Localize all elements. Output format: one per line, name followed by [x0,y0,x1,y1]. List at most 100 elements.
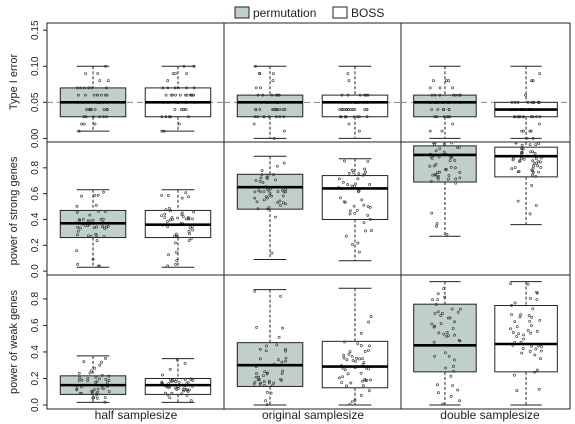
data-point [102,235,106,238]
data-point [83,93,87,97]
panel-frame [223,22,402,143]
data-point [459,93,462,97]
data-point [101,225,104,228]
data-point [445,334,448,338]
data-point [278,115,282,119]
data-point [277,336,281,339]
data-point [436,177,440,181]
data-point [366,93,370,97]
data-point [282,190,286,194]
data-point [343,340,347,344]
data-point [516,170,520,174]
data-point [255,326,259,329]
data-point [80,122,84,126]
data-point [540,345,543,349]
data-point [266,196,269,200]
data-point [532,100,536,104]
data-point [363,377,367,381]
data-point [350,184,354,188]
data-point [428,164,432,168]
data-point [106,79,110,83]
data-point [277,93,281,97]
data-point [82,360,86,364]
data-point [357,250,361,254]
data-point [166,79,170,83]
data-point [253,196,257,200]
box-permutation [236,94,304,118]
data-point [272,173,275,177]
data-point [458,307,462,311]
data-point [284,348,287,351]
data-point [262,190,266,193]
data-point [343,159,346,163]
data-point [161,373,164,377]
data-point [279,294,282,298]
data-point [436,310,440,314]
data-point [252,122,256,126]
data-point [78,226,82,230]
data-point [536,164,540,168]
data-point [91,257,95,261]
data-point [357,190,360,194]
y-tick-label: 0.15 [30,20,41,40]
data-point [267,206,271,209]
data-point [96,93,99,97]
y-tick-label: 0.4 [30,212,41,226]
data-point [76,262,80,266]
data-point [351,359,355,363]
data-point [430,322,434,326]
data-point [347,79,351,83]
data-point [444,366,447,370]
data-point [274,115,278,119]
data-point [353,211,357,215]
data-point [94,376,98,379]
data-point [521,347,525,350]
data-point [346,372,350,376]
data-point [518,115,522,119]
data-point [256,93,260,97]
data-point [76,233,79,237]
data-point [267,381,271,385]
data-point [187,239,191,242]
data-point [512,373,516,377]
data-point [95,239,99,243]
data-point [360,198,364,202]
data-point [180,213,184,217]
data-point [265,344,268,348]
data-point [187,115,190,119]
data-point [255,200,259,204]
data-point [357,115,361,119]
data-point [271,79,275,83]
data-point [515,335,519,338]
y-tick-label: 0.8 [30,160,41,174]
data-point [528,129,532,133]
data-point [276,201,280,204]
data-point [361,379,364,383]
data-point [362,361,366,364]
data-point [539,357,542,360]
data-point [350,355,354,358]
data-point [351,243,354,246]
data-point [180,196,184,200]
data-point [96,396,99,400]
data-point [163,216,167,219]
data-point [439,314,443,317]
data-point [338,177,341,181]
data-point [284,356,288,360]
data-point [356,115,359,119]
data-point [530,184,534,187]
data-point [177,122,181,126]
data-point [187,195,190,199]
data-point [107,374,111,378]
data-point [450,156,454,159]
data-point [255,372,258,375]
data-point [533,151,537,155]
data-point [531,79,535,83]
data-point [533,370,536,374]
data-point [271,108,275,111]
data-point [92,93,96,97]
data-point [435,175,439,179]
data-point [433,312,437,315]
data-point [168,396,172,400]
data-point [174,262,177,266]
